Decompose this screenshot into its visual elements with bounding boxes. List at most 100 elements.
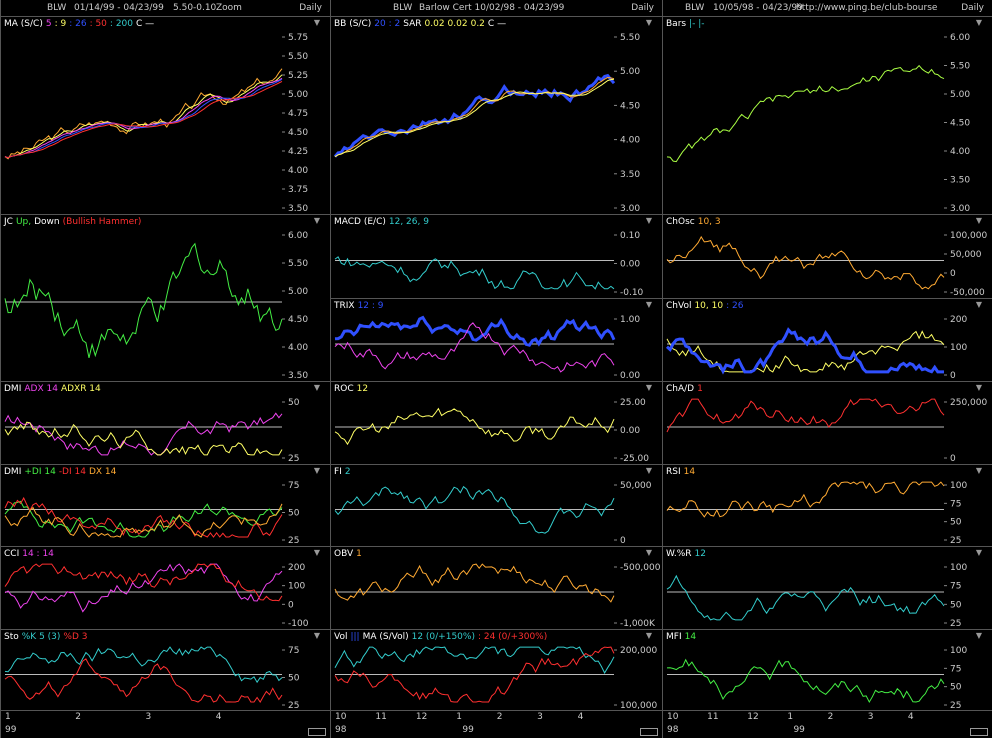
price-series-line [4,78,283,159]
panel-title: DMI +DI 14 -DI 14 DX 14 [4,467,119,477]
panel-menu-arrow-icon[interactable]: ▼ [645,300,652,309]
y-tick-label: 5.00 [950,90,970,100]
panel-bollinger-sar[interactable]: BB (S/C) 20 : 2 SAR 0.02 0.02 0.2 C — ▼ 5.50 5.00… [331,16,662,214]
panel-menu-arrow-icon[interactable]: ▼ [975,631,982,640]
panel-menu-arrow-icon[interactable]: ▼ [313,216,320,225]
panel-chaikin-oscillator[interactable]: ChOsc 10, 3 ▼ 100,000 50,000 0 -50,000 [663,214,992,298]
panel-title: MA (S/C) 5: 9: 26: 50: 200 C — [4,19,157,29]
panel-macd[interactable]: MACD (E/C) 12, 26, 9 ▼ 0.10 0.00 -0.10 [331,214,662,298]
price-series-line [666,64,945,163]
y-tick-label: -500,000 [620,563,661,573]
panel-title-segment: C — [487,19,507,29]
y-tick-label: 0.10 [620,231,640,241]
panel-title-segment: : 200 [109,19,133,29]
panel-title-segment: MA (S/Vol) [362,632,409,642]
panel-title-segment: 20 : 2 [374,19,401,29]
panel-menu-arrow-icon[interactable]: ▼ [313,466,320,475]
y-tick-label: 100,000 [950,231,987,241]
panel-menu-arrow-icon[interactable]: ▼ [313,18,320,27]
panel-rsi[interactable]: RSI 14 ▼ 100 75 50 25 [663,464,992,546]
panel-volume[interactable]: Vol ||| MA (S/Vol) 12 (0/+150%): 24 (0/+300… [331,629,662,711]
scroll-handle[interactable] [970,728,988,736]
y-tick-label: 75 [288,646,299,656]
panel-trix[interactable]: TRIX 12 : 9 ▼ 1.00 0.00 [331,298,662,381]
month-tick-label: 12 [415,712,428,722]
panel-title-segment: ||| [350,632,360,642]
y-tick-label: 0.00 [620,260,640,270]
period-selector[interactable]: Daily [961,3,984,13]
zoom-button[interactable]: Zoom [216,3,242,13]
y-tick-label: 100 [950,481,967,491]
scroll-handle[interactable] [640,728,658,736]
indicator-line [4,658,283,703]
period-selector[interactable]: Daily [299,3,322,13]
panel-title-segment: 14 : 14 [22,549,54,559]
panel-menu-arrow-icon[interactable]: ▼ [975,18,982,27]
panel-plot: 25.00 0.00 -25.00 [334,398,649,464]
panel-money-flow-index[interactable]: MFI 14 ▼ 100 75 50 25 [663,629,992,711]
panel-directional-index[interactable]: DMI +DI 14 -DI 14 DX 14 ▼ 75 50 25 [1,464,330,546]
panel-title-segment: ChOsc [666,217,695,227]
panel-title: Vol ||| MA (S/Vol) 12 (0/+150%): 24 (0/+300… [334,632,550,642]
panel-title-segment: 0.02 [424,19,445,29]
panel-menu-arrow-icon[interactable]: ▼ [975,548,982,557]
panel-menu-arrow-icon[interactable]: ▼ [645,216,652,225]
source-url-link[interactable]: http://www.ping.be/club-bourse [796,3,938,13]
panel-force-index[interactable]: FI 2 ▼ 50,000 0 [331,464,662,546]
panel-menu-arrow-icon[interactable]: ▼ [645,383,652,392]
panel-plot: 75 50 25 [4,481,300,546]
period-selector[interactable]: Daily [631,3,654,13]
y-tick-label: 75 [950,499,961,509]
panel-accumulation-distribution[interactable]: ChA/D 1 ▼ 250,000 0 [663,381,992,464]
panel-title-segment: (Bullish Hammer) [62,217,142,227]
chart-column-3: BLW 10/05/98 - 04/23/99 http://www.ping.… [662,0,992,738]
panel-plot: 200,000 100,000 [334,646,657,711]
panel-chaikin-volatility[interactable]: ChVol 10, 10: 26 ▼ 200 100 0 [663,298,992,381]
y-tick-label: -1,000K [620,619,656,629]
chart-column-1: BLW 01/14/99 - 04/23/99 5.50 -0.10 Zoom … [0,0,330,738]
y-tick-label: 50 [950,683,962,693]
y-tick-label: 3.00 [620,204,640,214]
panel-menu-arrow-icon[interactable]: ▼ [975,466,982,475]
panel-menu-arrow-icon[interactable]: ▼ [645,18,652,27]
panel-menu-arrow-icon[interactable]: ▼ [313,548,320,557]
panel-moving-averages[interactable]: MA (S/C) 5: 9: 26: 50: 200 C — ▼ 5.75 5.50 5.2… [1,16,330,214]
panel-menu-arrow-icon[interactable]: ▼ [975,300,982,309]
panel-menu-arrow-icon[interactable]: ▼ [645,548,652,557]
panel-title-segment: BB (S/C) [334,19,372,29]
y-tick-label: 25 [950,536,961,546]
y-tick-label: 250,000 [950,398,987,408]
symbol-label: BLW [685,3,705,13]
panel-title: DMI ADX 14 ADXR 14 [4,384,104,394]
y-tick-label: 0 [950,269,956,279]
column-header: BLW 10/05/98 - 04/23/99 http://www.ping.… [663,0,992,16]
panel-menu-arrow-icon[interactable]: ▼ [645,631,652,640]
panel-plot: 0.10 0.00 -0.10 [334,231,644,298]
scroll-handle[interactable] [308,728,326,736]
panel-candlesticks[interactable]: JC Up, Down (Bullish Hammer) ▼ 6.00 5.50 5.00 4.… [1,214,330,381]
panel-adx[interactable]: DMI ADX 14 ADXR 14 ▼ 50 25 [1,381,330,464]
panel-obv[interactable]: OBV 1 ▼ -500,000 -1,000K [331,546,662,629]
panel-title-segment: MFI [666,632,682,642]
panel-menu-arrow-icon[interactable]: ▼ [313,383,320,392]
panel-menu-arrow-icon[interactable]: ▼ [975,216,982,225]
panel-menu-arrow-icon[interactable]: ▼ [645,466,652,475]
panel-menu-arrow-icon[interactable]: ▼ [975,383,982,392]
panel-title: OBV 1 [334,549,365,559]
panel-title-segment: 1 [697,384,703,394]
panel-title-segment: JC [4,217,13,227]
y-tick-label: 5.25 [288,71,308,81]
panel-roc[interactable]: ROC 12 ▼ 25.00 0.00 -25.00 [331,381,662,464]
month-tick-label: 10 [335,712,347,722]
panel-title-segment: RSI [666,467,681,477]
panel-title-segment: 12 : 9 [357,301,384,311]
column-header: BLW 01/14/99 - 04/23/99 5.50 -0.10 Zoom … [1,0,330,16]
panel-bars[interactable]: Bars |- |- ▼ 6.00 5.50 5.00 4.50 4.00 3.50 3.00 [663,16,992,214]
panel-cci[interactable]: CCI 14 : 14 ▼ 200 100 0 -100 [1,546,330,629]
month-tick-label: 4 [907,712,914,722]
month-tick-label: 10 [667,712,679,722]
panel-stochastic[interactable]: Sto %K 5 (3) %D 3 ▼ 75 50 25 [1,629,330,711]
panel-williams-r[interactable]: W.%R 12 ▼ 100 75 50 25 [663,546,992,629]
panel-title-segment: 10, 3 [697,217,721,227]
panel-menu-arrow-icon[interactable]: ▼ [313,631,320,640]
